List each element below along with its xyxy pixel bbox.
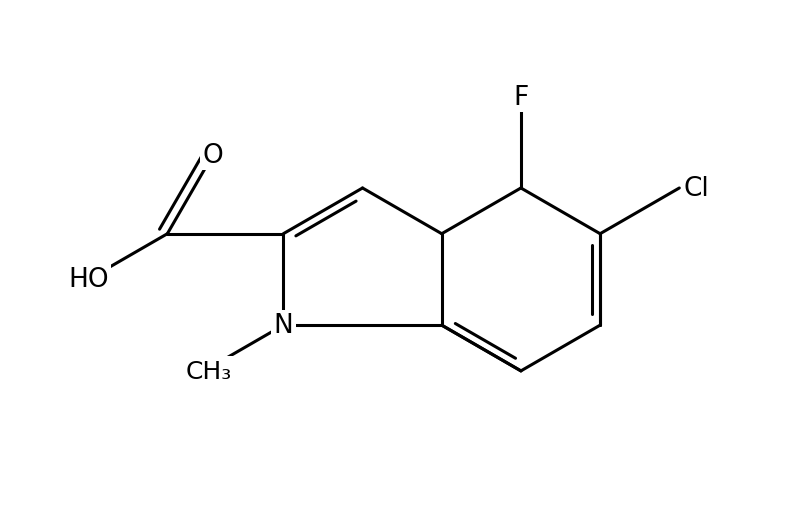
Text: CH₃: CH₃ xyxy=(185,359,232,383)
Text: N: N xyxy=(273,313,293,338)
Text: F: F xyxy=(513,84,528,110)
Text: Cl: Cl xyxy=(683,176,710,201)
Text: O: O xyxy=(203,142,223,168)
Text: HO: HO xyxy=(68,267,109,293)
